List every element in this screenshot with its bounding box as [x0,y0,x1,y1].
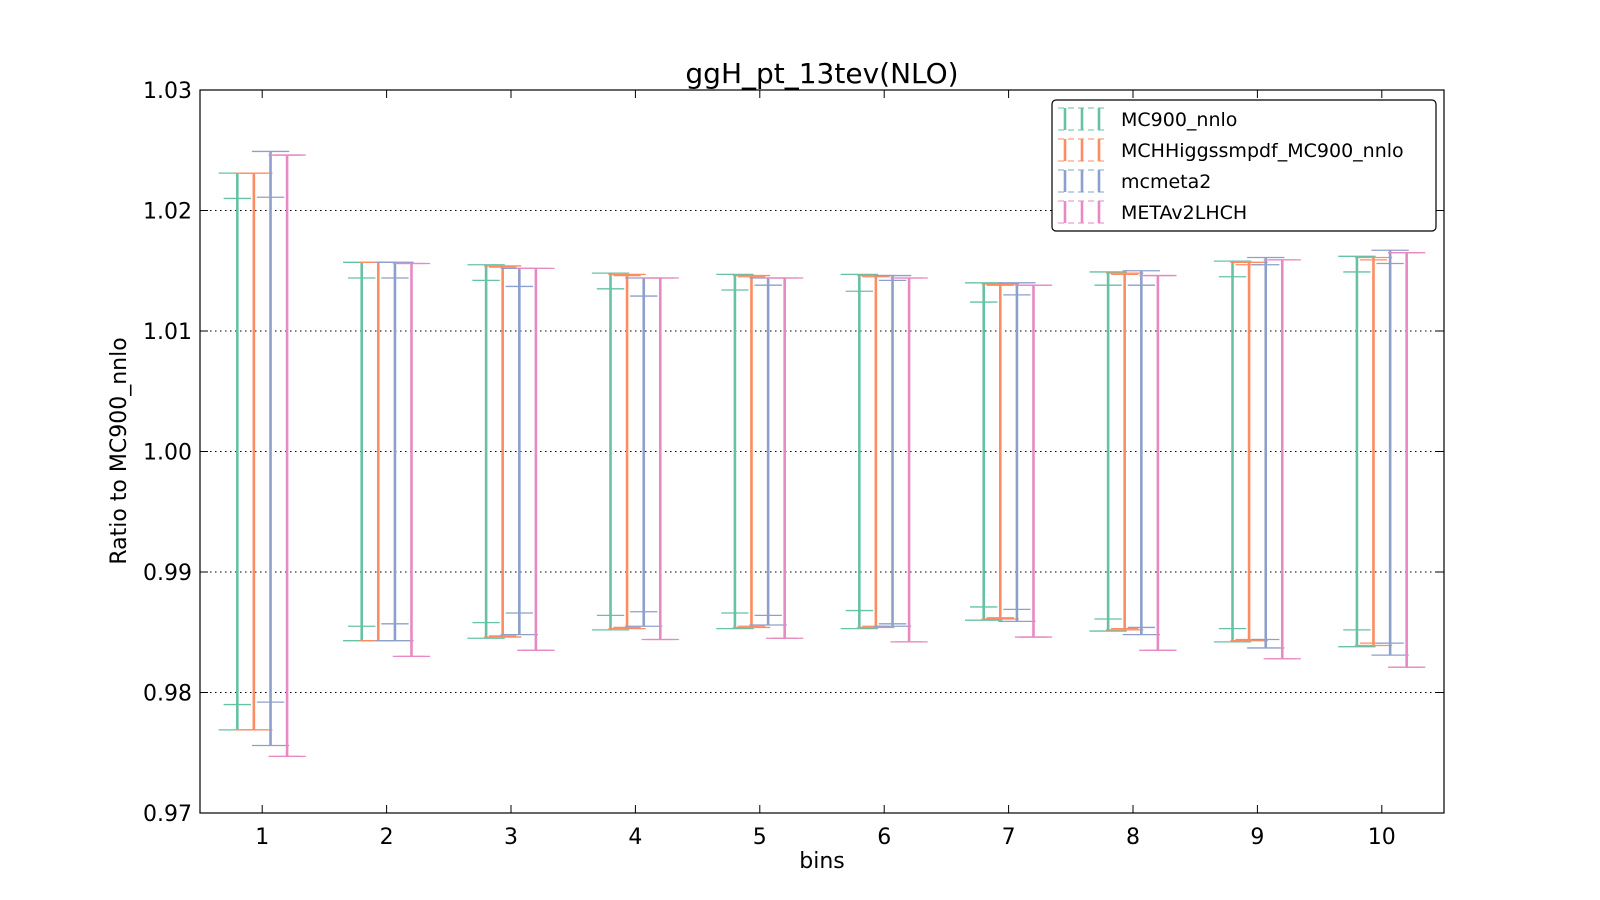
y-tick-label: 0.99 [143,561,192,586]
series-MC900_nnlo [218,172,1376,731]
legend-item: METAv2LHCH [1058,200,1247,224]
x-tick-label: 1 [255,825,269,850]
x-tick-label: 10 [1368,825,1396,850]
series-METAv2LHCH [268,154,1426,758]
legend-label: METAv2LHCH [1121,202,1247,224]
legend-label: MCHHiggssmpdf_MC900_nnlo [1121,140,1404,162]
axes: 0.97 0.98 0.99 1.00 1.01 1.02 1.03 1 2 3 4 5 6 7 8 9 10 [143,79,1444,850]
chart-title: ggH_pt_13tev(NLO) [685,57,958,90]
legend-label: mcmeta2 [1121,171,1211,193]
y-tick-label: 1.02 [143,200,192,225]
x-tick-label: 2 [380,825,394,850]
x-tick-label: 6 [877,825,891,850]
x-tick-label: 3 [504,825,518,850]
legend-box [1051,99,1437,232]
legend-item: mcmeta2 [1058,169,1211,193]
y-tick-label: 1.01 [143,320,192,345]
x-tick-label: 7 [1002,825,1016,850]
y-tick-label: 0.98 [143,682,192,707]
series-MCHHiggssmpdf_MC900_nnlo [235,172,1393,731]
series-mcmeta2 [251,150,1409,747]
x-tick-label: 5 [753,825,767,850]
x-tick-label: 4 [628,825,642,850]
y-tick-label: 0.97 [143,802,192,827]
legend: MC900_nnlo MCHHiggssmpdf_MC900_nnlomcmeta… [1051,99,1437,232]
x-tick-label: 8 [1126,825,1140,850]
legend-label: MC900_nnlo [1121,109,1237,131]
legend-item: MCHHiggssmpdf_MC900_nnlo [1058,138,1404,162]
legend-item: MC900_nnlo [1058,107,1237,131]
y-axis-label: Ratio to MC900_nnlo [107,337,132,564]
legend-items: MC900_nnlo MCHHiggssmpdf_MC900_nnlomcmeta… [1058,107,1404,224]
y-tick-label: 1.03 [143,79,192,104]
x-tick-label: 9 [1250,825,1264,850]
y-tick-label: 1.00 [143,441,192,466]
plot-data [218,150,1426,758]
x-axis-label: bins [799,849,844,874]
